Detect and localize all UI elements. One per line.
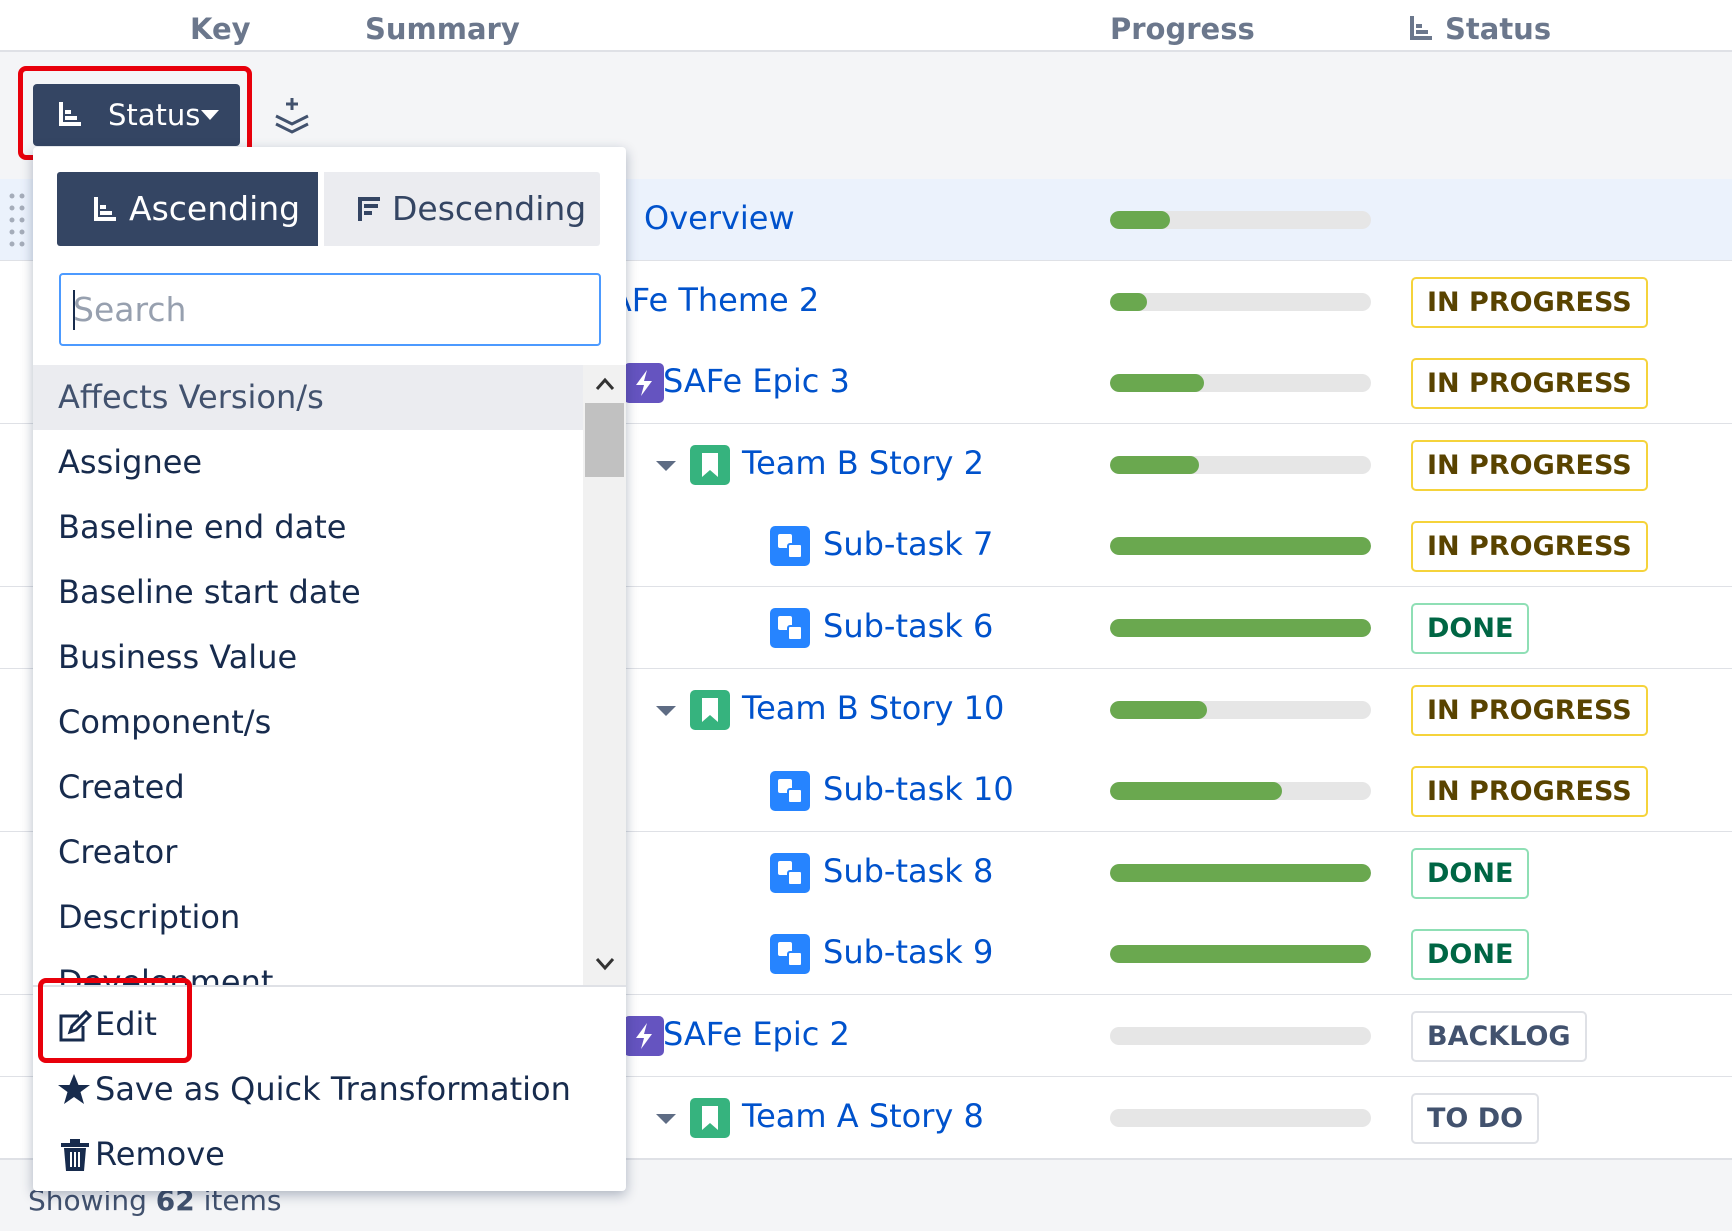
progress-fill (1110, 537, 1371, 555)
progress-fill (1110, 293, 1147, 311)
drag-handle[interactable] (8, 192, 28, 248)
story-icon (690, 445, 730, 485)
status-lozenge: DONE (1411, 848, 1529, 899)
highlight-box (38, 978, 192, 1063)
progress-track (1110, 537, 1371, 555)
field-option[interactable]: Baseline start date (33, 560, 583, 625)
chev-icon (646, 1098, 686, 1138)
field-option[interactable]: Created (33, 755, 583, 820)
field-option[interactable]: Description (33, 885, 583, 950)
progress-fill (1110, 456, 1199, 474)
progress-track (1110, 374, 1371, 392)
scroll-down[interactable] (595, 957, 615, 971)
sub-icon (770, 934, 810, 974)
progress-track (1110, 456, 1371, 474)
col-status[interactable]: Status (1445, 12, 1551, 46)
col-summary[interactable]: Summary (365, 12, 520, 46)
field-option[interactable]: Component/s (33, 690, 583, 755)
chev-icon (646, 690, 686, 730)
field-option[interactable]: Creator (33, 820, 583, 885)
summary[interactable]: SAFe Epic 2 (663, 1015, 850, 1053)
summary[interactable]: Team B Story 2 (742, 444, 984, 482)
progress-fill (1110, 619, 1371, 637)
field-option[interactable]: Business Value (33, 625, 583, 690)
summary[interactable]: SAFe Epic 3 (663, 362, 850, 400)
scroll-up[interactable] (595, 377, 615, 391)
status-lozenge: IN PROGRESS (1411, 277, 1648, 328)
summary[interactable]: Overview (644, 199, 795, 237)
summary[interactable]: Sub-task 9 (823, 933, 993, 971)
search-input[interactable]: Search (59, 273, 601, 346)
sort-icon (1408, 16, 1434, 42)
status-lozenge: IN PROGRESS (1411, 440, 1648, 491)
search-placeholder: Search (73, 290, 186, 329)
summary[interactable]: Team B Story 10 (742, 689, 1004, 727)
col-key[interactable]: Key (190, 12, 251, 46)
progress-track (1110, 782, 1371, 800)
sub-icon (770, 771, 810, 811)
field-option[interactable]: Assignee (33, 430, 583, 495)
ascending-icon (92, 197, 118, 223)
summary[interactable]: Sub-task 8 (823, 852, 993, 890)
status-lozenge: BACKLOG (1411, 1011, 1587, 1062)
star-icon (57, 1073, 91, 1107)
status-lozenge: IN PROGRESS (1411, 766, 1648, 817)
sort-dropdown: Ascending Descending Search Affects Vers… (33, 147, 626, 1191)
chev-icon (646, 445, 686, 485)
status-lozenge: IN PROGRESS (1411, 521, 1648, 572)
progress-track (1110, 619, 1371, 637)
story-icon (690, 690, 730, 730)
status-lozenge: IN PROGRESS (1411, 685, 1648, 736)
sub-icon (770, 853, 810, 893)
progress-track (1110, 211, 1371, 229)
progress-track (1110, 293, 1371, 311)
status-lozenge: IN PROGRESS (1411, 358, 1648, 409)
descending-label: Descending (392, 189, 586, 228)
progress-fill (1110, 945, 1371, 963)
sub-icon (770, 608, 810, 648)
progress-fill (1110, 374, 1204, 392)
progress-fill (1110, 211, 1170, 229)
epic-icon (624, 363, 664, 403)
scroll-thumb[interactable] (585, 403, 624, 477)
story-icon (690, 1098, 730, 1138)
highlight-box (18, 66, 252, 160)
trash-icon (61, 1139, 89, 1171)
summary[interactable]: Sub-task 7 (823, 525, 993, 563)
sub-icon (770, 526, 810, 566)
status-lozenge: TO DO (1411, 1093, 1539, 1144)
progress-fill (1110, 864, 1371, 882)
progress-track (1110, 864, 1371, 882)
field-option[interactable]: Baseline end date (33, 495, 583, 560)
cursor (73, 290, 75, 330)
ascending-label: Ascending (129, 189, 300, 228)
progress-fill (1110, 701, 1207, 719)
summary[interactable]: Sub-task 6 (823, 607, 993, 645)
descending-icon (356, 197, 382, 223)
action-save[interactable]: Save as Quick Transformation (95, 1070, 571, 1108)
scrollbar[interactable] (583, 365, 626, 985)
field-option[interactable]: Affects Version/s (33, 365, 583, 430)
status-lozenge: DONE (1411, 603, 1529, 654)
add-level-icon[interactable] (272, 96, 312, 136)
field-list: Affects Version/sAssigneeBaseline end da… (33, 365, 583, 985)
progress-track (1110, 701, 1371, 719)
progress-fill (1110, 782, 1282, 800)
col-progress[interactable]: Progress (1110, 12, 1255, 46)
summary[interactable]: Team A Story 8 (742, 1097, 984, 1135)
action-remove[interactable]: Remove (95, 1135, 225, 1173)
ascending-button[interactable]: Ascending (57, 172, 318, 246)
progress-track (1110, 1109, 1371, 1127)
epic-icon (624, 1016, 664, 1056)
status-lozenge: DONE (1411, 929, 1529, 980)
progress-track (1110, 945, 1371, 963)
header-bar: Key Summary Progress Status (0, 0, 1732, 52)
descending-button[interactable]: Descending (324, 172, 600, 246)
progress-track (1110, 1027, 1371, 1045)
summary[interactable]: Sub-task 10 (823, 770, 1014, 808)
